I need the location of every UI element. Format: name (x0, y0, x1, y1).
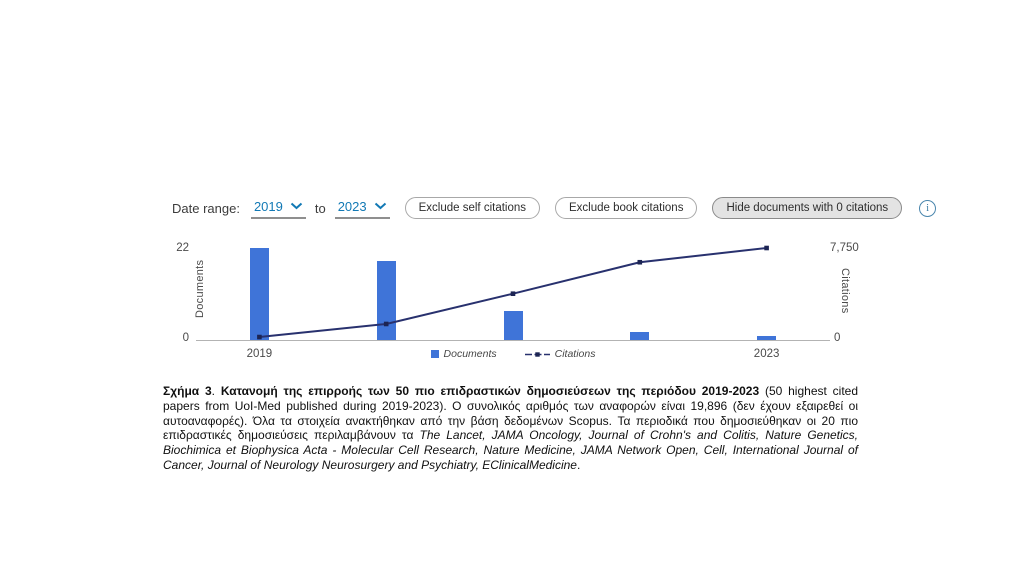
chart-legend: Documents Citations (196, 348, 830, 360)
date-range-to-value: 2023 (337, 198, 367, 214)
caption-segment: . (211, 384, 221, 398)
citation-overview-chart: 22 0 Documents 7,750 0 Citations 2019 202… (163, 236, 863, 368)
exclude-book-citations-button[interactable]: Exclude book citations (555, 197, 698, 219)
right-axis-min-tick: 0 (834, 332, 841, 344)
right-axis-max-tick: 7,750 (830, 242, 859, 254)
citation-overview-toolbar: Date range: 2019 to 2023 Exclude self ci… (172, 196, 937, 220)
date-range-to-select[interactable]: 2023 (334, 198, 390, 219)
hide-zero-citations-button[interactable]: Hide documents with 0 citations (712, 197, 903, 219)
citations-point-2019[interactable] (257, 334, 262, 340)
caption-segment: The Lancet, JAMA Oncology, Journal of Cr… (163, 428, 859, 472)
legend-item-documents: Documents (430, 348, 497, 360)
exclude-self-citations-button[interactable]: Exclude self citations (404, 197, 541, 219)
figure-caption: Σχήμα 3. Κατανομή της επιρροής των 50 πι… (163, 384, 858, 473)
x-tick-2023: 2023 (753, 348, 780, 360)
documents-bar-2021[interactable] (503, 310, 523, 340)
citations-point-2021[interactable] (510, 291, 516, 297)
caption-segment: Κατανομή της επιρροής των 50 πιο επιδρασ… (220, 384, 760, 398)
chevron-down-icon (290, 202, 303, 210)
date-range-label: Date range: (172, 200, 240, 216)
documents-bar-2020[interactable] (376, 260, 396, 340)
caption-segment: Σχήμα 3 (163, 384, 212, 398)
left-axis-min-tick: 0 (182, 332, 189, 344)
citations-point-2022[interactable] (637, 259, 643, 265)
date-range-from-select[interactable]: 2019 (250, 198, 306, 219)
info-icon[interactable]: i (919, 199, 937, 217)
documents-bar-2023[interactable] (757, 335, 777, 340)
left-axis-max-tick: 22 (176, 242, 189, 254)
citations-point-2020[interactable] (383, 321, 389, 327)
legend-documents-label: Documents (443, 348, 497, 360)
date-range-to-label: to (314, 200, 326, 216)
right-axis-title: Citations (839, 268, 851, 314)
documents-swatch-icon (430, 350, 439, 358)
legend-item-citations: Citations (524, 348, 596, 360)
citations-swatch-icon (524, 351, 550, 357)
chevron-down-icon (374, 202, 386, 210)
citations-point-2023[interactable] (764, 245, 769, 251)
caption-segment: . (576, 457, 581, 472)
caption-segment: (50 highest cited papers from UoI-Med pu… (163, 384, 858, 443)
date-range-from-value: 2019 (253, 198, 283, 214)
legend-citations-label: Citations (554, 348, 596, 360)
citations-line-layer (257, 245, 769, 340)
x-tick-2019: 2019 (246, 348, 273, 360)
documents-bar-2022[interactable] (630, 331, 650, 340)
plot-area (196, 245, 830, 341)
documents-bar-2019[interactable] (249, 248, 269, 340)
